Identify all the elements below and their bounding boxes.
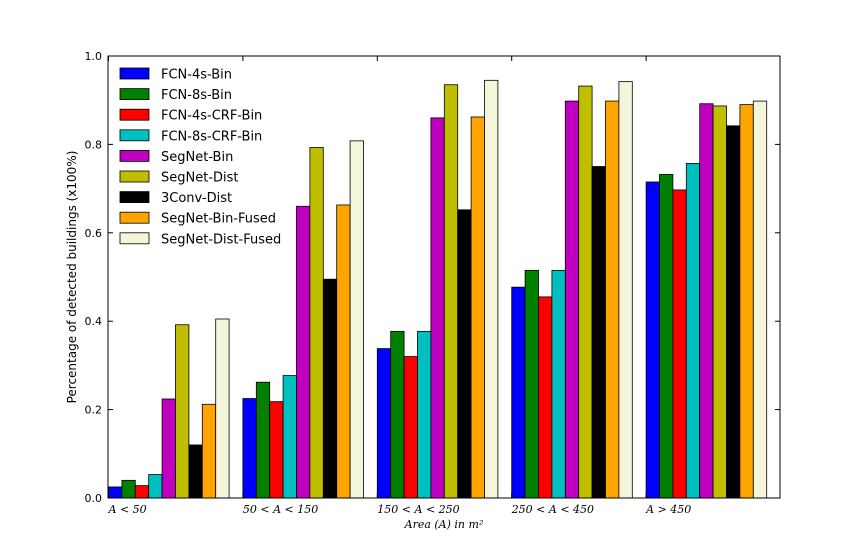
bar-3conv-dist-3 bbox=[591, 166, 606, 499]
bar-fcn-4s-bin-3 bbox=[511, 286, 526, 499]
bar-segnet-dist-0 bbox=[175, 324, 190, 499]
bar-segnet-bin-3 bbox=[564, 100, 580, 499]
bar-fcn-4s-crf-bin-0 bbox=[134, 485, 150, 499]
bar-fcn-8s-crf-bin-2 bbox=[417, 330, 432, 499]
bar-3conv-dist-0 bbox=[188, 444, 203, 499]
bar-segnet-dist-3 bbox=[578, 85, 593, 499]
x-tick-label: 50 < A < 150 bbox=[243, 503, 318, 516]
bar-segnet-bin-fused-4 bbox=[739, 104, 754, 499]
bars-group bbox=[108, 79, 768, 499]
bar-fcn-8s-bin-3 bbox=[524, 269, 539, 499]
x-tick-label: A < 50 bbox=[108, 503, 147, 516]
y-tick-label: 0.6 bbox=[85, 227, 103, 240]
bar-segnet-dist-2 bbox=[443, 84, 459, 499]
legend-label: FCN-4s-Bin bbox=[161, 68, 232, 83]
bar-fcn-8s-crf-bin-4 bbox=[685, 163, 701, 499]
bar-fcn-8s-crf-bin-1 bbox=[282, 375, 297, 499]
y-tick-label: 0.0 bbox=[85, 492, 103, 505]
legend-swatch bbox=[119, 149, 150, 162]
legend-swatch bbox=[119, 211, 150, 224]
bar-segnet-bin-0 bbox=[161, 398, 176, 499]
legend-label: SegNet-Bin bbox=[161, 150, 233, 165]
legend-label: FCN-4s-CRF-Bin bbox=[161, 109, 262, 124]
plot-frame bbox=[107, 55, 781, 499]
bar-fcn-4s-crf-bin-4 bbox=[672, 189, 687, 499]
bar-fcn-4s-bin-0 bbox=[108, 486, 123, 499]
bar-segnet-bin-2 bbox=[430, 117, 445, 499]
bar-fcn-4s-crf-bin-3 bbox=[538, 296, 553, 499]
legend-label: FCN-8s-Bin bbox=[161, 88, 232, 103]
x-axis: A < 50 50 < A < 150 150 < A < 250 250 < A <… bbox=[108, 56, 691, 516]
bar-fcn-8s-bin-1 bbox=[255, 381, 271, 499]
bar-segnet-bin-1 bbox=[296, 205, 311, 499]
x-axis-title: Area (A) in m² bbox=[404, 518, 484, 531]
bar-fcn-8s-bin-2 bbox=[390, 330, 405, 499]
bar-segnet-bin-fused-0 bbox=[201, 403, 217, 499]
bar-segnet-bin-4 bbox=[699, 103, 714, 499]
x-tick-label: 250 < A < 450 bbox=[511, 503, 594, 516]
legend-swatch bbox=[119, 108, 150, 121]
legend-swatch bbox=[119, 67, 150, 80]
legend-swatch bbox=[119, 170, 150, 183]
x-tick-label: 150 < A < 250 bbox=[377, 503, 459, 516]
bar-segnet-dist-1 bbox=[309, 147, 324, 499]
legend-swatch bbox=[119, 129, 150, 142]
legend-swatch bbox=[119, 191, 150, 204]
bar-segnet-bin-fused-1 bbox=[336, 204, 351, 499]
legend-label: FCN-8s-CRF-Bin bbox=[161, 129, 262, 144]
y-tick-label: 0.2 bbox=[85, 404, 103, 417]
bar-fcn-4s-bin-1 bbox=[242, 398, 257, 499]
legend-label: SegNet-Dist bbox=[161, 171, 239, 186]
bar-fcn-4s-crf-bin-2 bbox=[403, 356, 418, 499]
legend-swatch bbox=[119, 88, 150, 100]
legend: FCN-4s-Bin FCN-8s-Bin FCN-4s-CRF-Bin FCN-8s… bbox=[119, 67, 281, 247]
bar-fcn-8s-crf-bin-3 bbox=[551, 269, 566, 499]
y-tick-label: 1.0 bbox=[85, 50, 103, 63]
bar-segnet-dist-fused-2 bbox=[484, 79, 499, 499]
x-tick-label: A > 450 bbox=[645, 503, 691, 516]
bar-segnet-dist-fused-4 bbox=[752, 100, 768, 499]
y-axis-title: Percentage of detected buildings (x100%) bbox=[65, 151, 79, 404]
bar-segnet-dist-4 bbox=[712, 105, 727, 499]
bar-segnet-bin-fused-2 bbox=[470, 116, 485, 499]
bar-3conv-dist-1 bbox=[322, 278, 338, 499]
bar-fcn-8s-bin-4 bbox=[659, 174, 674, 499]
bar-fcn-4s-crf-bin-1 bbox=[269, 401, 284, 499]
bar-fcn-4s-bin-2 bbox=[376, 348, 392, 499]
bar-fcn-8s-crf-bin-0 bbox=[148, 474, 163, 499]
bar-3conv-dist-2 bbox=[457, 209, 472, 499]
bar-segnet-bin-fused-3 bbox=[605, 100, 620, 499]
bar-segnet-dist-fused-0 bbox=[215, 318, 230, 499]
bar-3conv-dist-4 bbox=[726, 125, 741, 499]
legend-swatch bbox=[119, 232, 150, 245]
bar-fcn-4s-bin-4 bbox=[645, 181, 660, 499]
y-tick-label: 0.4 bbox=[85, 315, 103, 328]
legend-label: 3Conv-Dist bbox=[161, 191, 232, 206]
bar-segnet-dist-fused-3 bbox=[618, 81, 633, 499]
bar-fcn-8s-bin-0 bbox=[121, 479, 136, 499]
y-axis: 0.0 0.2 0.4 0.6 0.8 1.0 bbox=[85, 50, 780, 505]
legend-label: SegNet-Bin-Fused bbox=[161, 212, 276, 227]
bar-segnet-dist-fused-1 bbox=[349, 140, 364, 499]
legend-label: SegNet-Dist-Fused bbox=[161, 232, 281, 247]
y-tick-label: 0.8 bbox=[85, 138, 103, 151]
